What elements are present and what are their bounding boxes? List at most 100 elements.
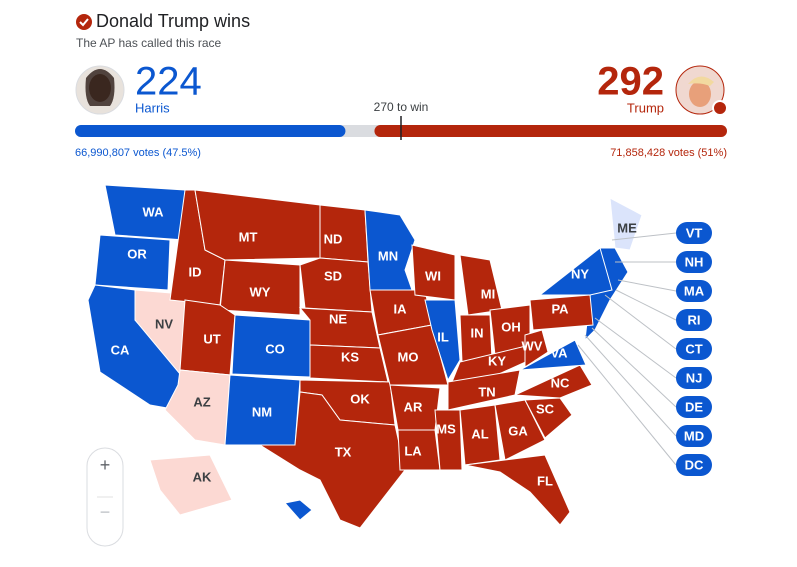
state-label: NV — [155, 316, 173, 331]
trump-hair — [688, 76, 714, 86]
state-label: GA — [508, 423, 528, 438]
state-shape[interactable] — [519, 339, 587, 371]
leader-line — [577, 344, 677, 466]
zoom-in[interactable]: + — [100, 455, 111, 475]
state-label: TN — [478, 384, 495, 399]
leader-line — [584, 334, 677, 437]
small-state-label: CT — [685, 341, 702, 356]
state-label: OK — [350, 391, 370, 406]
state-shape[interactable] — [194, 189, 321, 261]
state-label: AL — [471, 426, 488, 441]
state-label: TX — [335, 444, 352, 459]
state-label: AR — [404, 399, 423, 414]
small-state-pill[interactable] — [676, 396, 712, 418]
state-shape[interactable] — [524, 329, 549, 368]
small-states: VT NH MA RI CT NJ DE MD DC — [577, 222, 712, 476]
small-state-pill[interactable] — [676, 280, 712, 302]
leader-line — [591, 327, 677, 408]
state-shape[interactable] — [179, 299, 236, 376]
state-shape[interactable] — [149, 454, 233, 516]
state-label: SC — [536, 401, 555, 416]
state-label: AK — [193, 469, 212, 484]
state-label: KY — [488, 353, 506, 368]
state-shape[interactable] — [459, 404, 501, 466]
harris-votes: 66,990,807 votes (47.5%) — [75, 147, 201, 159]
state-shape[interactable] — [299, 257, 373, 313]
small-state-pill[interactable] — [676, 338, 712, 360]
state-shape[interactable] — [424, 299, 461, 382]
state-label: IA — [394, 301, 408, 316]
state-label: MN — [378, 248, 398, 263]
small-state-label: DC — [685, 457, 704, 472]
small-state-pill[interactable] — [676, 251, 712, 273]
harris-bar — [75, 125, 346, 137]
state-label: MO — [398, 349, 419, 364]
state-label: PA — [551, 301, 569, 316]
harris-hair — [85, 69, 115, 106]
state-label: CA — [111, 342, 130, 357]
state-label: ID — [189, 264, 202, 279]
state-shape[interactable] — [284, 499, 313, 521]
state-shape[interactable] — [538, 247, 613, 296]
small-state-label: RI — [688, 312, 701, 327]
state-shape[interactable] — [94, 234, 171, 291]
state-label: NM — [252, 404, 272, 419]
state-shape[interactable] — [459, 254, 503, 316]
state-label: ME — [617, 220, 637, 235]
state-shape[interactable] — [514, 364, 593, 399]
leader-line — [615, 289, 677, 321]
state-shape[interactable] — [258, 391, 406, 529]
small-state-label: NJ — [686, 370, 703, 385]
trump-electoral-votes: 292 — [597, 60, 664, 104]
small-state-label: MA — [684, 283, 705, 298]
small-state-label: MD — [684, 428, 704, 443]
small-state-pill[interactable] — [676, 309, 712, 331]
state-shape[interactable] — [434, 409, 463, 471]
state-label: KS — [341, 349, 359, 364]
state-shape[interactable] — [464, 454, 571, 526]
state-label: OH — [501, 319, 521, 334]
state-shape[interactable] — [219, 259, 301, 316]
small-state-pill[interactable] — [676, 425, 712, 447]
state-label: WA — [143, 204, 165, 219]
title: Donald Trump wins — [96, 11, 250, 31]
subtitle: The AP has called this race — [76, 36, 222, 50]
state-label: CO — [265, 341, 285, 356]
state-label: WV — [522, 338, 543, 353]
state-label: OR — [127, 246, 147, 261]
state-label: UT — [203, 331, 220, 346]
state-label: MT — [239, 229, 258, 244]
state-shape[interactable] — [529, 294, 594, 331]
threshold-label: 270 to win — [374, 100, 429, 114]
state-label: MS — [436, 421, 456, 436]
harris-name: Harris — [135, 100, 170, 115]
trump-bar — [374, 125, 727, 137]
leader-line — [604, 294, 677, 350]
state-label: IN — [471, 325, 484, 340]
state-label: NC — [551, 375, 570, 390]
state-label: AZ — [193, 394, 210, 409]
state-label: WI — [425, 268, 441, 283]
small-state-label: VT — [686, 225, 703, 240]
small-state-pill[interactable] — [676, 454, 712, 476]
winner-badge — [712, 100, 728, 116]
state-shape[interactable] — [451, 344, 531, 383]
leader-line — [611, 232, 677, 241]
trump-votes: 71,858,428 votes (51%) — [610, 147, 727, 159]
state-label: IL — [437, 329, 449, 344]
small-state-label: NH — [685, 254, 704, 269]
state-label: HI — [272, 508, 285, 523]
leader-line — [594, 317, 677, 379]
small-state-pill[interactable] — [676, 222, 712, 244]
state-label: LA — [404, 443, 422, 458]
small-state-pill[interactable] — [676, 367, 712, 389]
state-label: ND — [324, 231, 343, 246]
state-label: VA — [550, 345, 568, 360]
state-shape[interactable] — [524, 397, 573, 439]
trump-name: Trump — [627, 100, 664, 115]
map: WA OR CA NV ID MT WY UT CO AZ NM ND SD NE KS OK TX MN IA MO… — [87, 184, 643, 529]
state-shape[interactable] — [609, 197, 643, 251]
zoom-out[interactable]: − — [100, 502, 111, 522]
small-state-label: DE — [685, 399, 703, 414]
